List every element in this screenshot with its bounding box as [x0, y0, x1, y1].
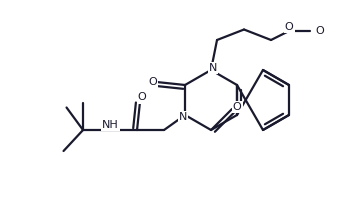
Text: N: N: [179, 112, 187, 122]
Text: N: N: [209, 63, 217, 73]
Text: O: O: [233, 102, 241, 112]
Text: O: O: [138, 92, 146, 102]
Text: O: O: [316, 26, 325, 36]
Text: O: O: [285, 22, 294, 32]
Text: O: O: [148, 77, 157, 87]
Text: NH: NH: [102, 120, 118, 130]
